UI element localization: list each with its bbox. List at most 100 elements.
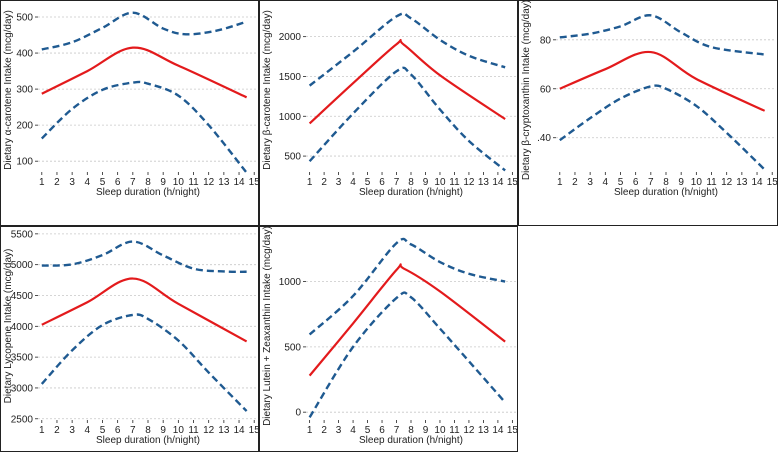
x-tick-label: 14 — [492, 425, 504, 436]
x-tick-label: 6 — [379, 425, 385, 436]
series-estimate — [41, 277, 248, 343]
x-tick-label: 14 — [492, 177, 504, 188]
x-axis-title: Sleep duration (h/night) — [96, 435, 200, 446]
x-tick-label: 5 — [100, 177, 106, 188]
x-tick-label: 5 — [365, 177, 371, 188]
y-axis-title: Dietary β-carotene Intake (mcg/day) — [262, 10, 273, 170]
y-tick-label: 2000 — [279, 32, 302, 43]
y-axis-title: Dietary Lutein + Zeaxanthin Intake (mcg/… — [262, 226, 273, 426]
x-tick-label: 9 — [160, 425, 166, 436]
series-upper_ci — [559, 14, 765, 56]
x-tick-label: 4 — [350, 177, 356, 188]
y-tick-label: 1000 — [279, 277, 302, 288]
series-upper_ci — [41, 11, 247, 51]
y-tick-label: 500 — [284, 152, 301, 163]
x-tick-label: 15 — [249, 177, 261, 188]
y-tick-label: 0 — [295, 408, 301, 419]
y-tick-label: 60 — [540, 84, 552, 95]
x-tick-label: 1 — [307, 177, 313, 188]
x-tick-label: 3 — [336, 425, 342, 436]
y-tick-label: 5000 — [11, 260, 34, 271]
x-tick-label: 7 — [394, 177, 400, 188]
x-tick-label: 10 — [173, 425, 185, 436]
x-tick-label: 1 — [557, 177, 563, 188]
series-upper_ci — [308, 237, 506, 336]
x-tick-label: 8 — [145, 177, 151, 188]
x-tick-label: 13 — [478, 425, 490, 436]
series-estimate — [559, 50, 766, 112]
x-tick-label: 13 — [218, 177, 230, 188]
y-tick-label: 500 — [16, 13, 33, 24]
x-tick-label: 2 — [54, 425, 60, 436]
y-tick-label: 3500 — [11, 353, 34, 364]
y-tick-label: 1500 — [279, 72, 302, 83]
x-tick-label: 5 — [618, 177, 624, 188]
series-estimate — [41, 46, 248, 99]
x-tick-label: 11 — [188, 177, 199, 188]
x-tick-label: 2 — [54, 177, 60, 188]
y-tick-label: 200 — [16, 121, 33, 132]
y-axis-title: Dietary α-carotene Intake (mcg/day) — [3, 10, 14, 170]
x-tick-label: 12 — [203, 425, 215, 436]
y-tick-label: 4000 — [11, 322, 34, 333]
panel-frame — [0, 0, 259, 226]
x-tick-label: 8 — [145, 425, 151, 436]
x-tick-label: 9 — [678, 177, 684, 188]
x-tick-label: 8 — [663, 177, 669, 188]
y-tick-label: 80 — [540, 35, 552, 46]
x-tick-label: 5 — [365, 425, 371, 436]
x-tick-label: 15 — [249, 425, 261, 436]
x-tick-label: 2 — [321, 177, 327, 188]
y-axis-title: Dietary Lycopene Intake (mcg/day) — [3, 249, 14, 404]
x-tick-label: 13 — [218, 425, 230, 436]
y-tick-label: 400 — [16, 49, 33, 60]
x-tick-label: 3 — [69, 177, 75, 188]
series-lower_ci — [308, 291, 507, 419]
y-tick-label: .40 — [537, 133, 551, 144]
x-tick-label: 15 — [507, 177, 519, 188]
x-tick-label: 4 — [603, 177, 609, 188]
x-tick-label: 6 — [115, 425, 121, 436]
x-tick-label: 10 — [434, 177, 446, 188]
x-tick-label: 14 — [233, 425, 245, 436]
x-tick-label: 4 — [85, 177, 91, 188]
x-tick-label: 1 — [307, 425, 313, 436]
series-lower_ci — [40, 313, 248, 412]
x-tick-label: 14 — [233, 177, 245, 188]
series-lower_ci — [308, 66, 506, 172]
x-tick-label: 1 — [39, 425, 45, 436]
x-axis-title: Sleep duration (h/night) — [359, 435, 463, 446]
x-tick-label: 12 — [463, 425, 475, 436]
series-lower_ci — [40, 80, 248, 174]
y-tick-label: 1000 — [279, 112, 302, 123]
x-tick-label: 3 — [587, 177, 593, 188]
x-axis-title: Sleep duration (h/night) — [96, 187, 200, 198]
x-tick-label: 12 — [721, 177, 733, 188]
x-tick-label: 11 — [449, 177, 460, 188]
series-upper_ci — [308, 12, 506, 87]
y-tick-label: 100 — [16, 157, 33, 168]
x-tick-label: 13 — [736, 177, 748, 188]
x-axis-title: Sleep duration (h/night) — [614, 187, 718, 198]
y-tick-label: 3000 — [11, 383, 34, 394]
x-tick-label: 6 — [379, 177, 385, 188]
series-upper_ci — [41, 240, 247, 273]
x-tick-label: 12 — [463, 177, 475, 188]
x-tick-label: 10 — [434, 425, 446, 436]
y-axis-title: Dietary β-cryptoxanthin Intake (mcg/day) — [521, 0, 532, 180]
x-tick-label: 11 — [188, 425, 199, 436]
x-tick-label: 12 — [203, 177, 215, 188]
x-tick-label: 9 — [160, 177, 166, 188]
x-tick-label: 11 — [706, 177, 717, 188]
y-tick-label: 4500 — [11, 291, 34, 302]
x-tick-label: 8 — [408, 425, 414, 436]
x-tick-label: 8 — [408, 177, 414, 188]
series-lower_ci — [559, 84, 766, 171]
x-tick-label: 5 — [100, 425, 106, 436]
y-tick-label: 500 — [284, 342, 301, 353]
